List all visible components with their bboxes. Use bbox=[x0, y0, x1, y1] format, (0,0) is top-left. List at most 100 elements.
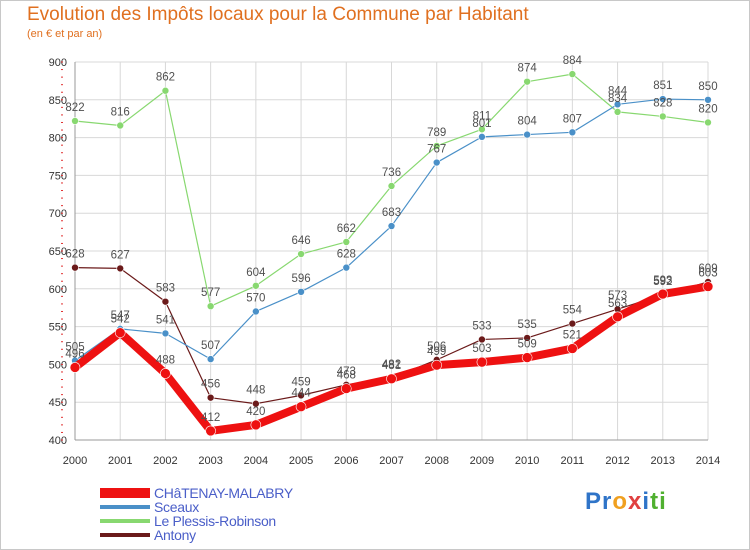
data-label: 789 bbox=[427, 127, 446, 139]
data-label: 874 bbox=[518, 63, 538, 75]
axes: 400 450 500 550 600 650 700 750 800 850 900 2000 200… bbox=[49, 57, 721, 467]
data-point bbox=[613, 108, 622, 116]
y-tick-label: 400 bbox=[49, 435, 67, 447]
x-tick-label: 2006 bbox=[334, 455, 358, 467]
x-tick-label: 2014 bbox=[696, 455, 720, 467]
data-label: 448 bbox=[246, 385, 265, 397]
data-point bbox=[476, 356, 488, 368]
x-tick-label: 2001 bbox=[108, 455, 132, 467]
data-label: 604 bbox=[246, 267, 266, 279]
data-label: 609 bbox=[698, 263, 717, 275]
data-point bbox=[116, 121, 125, 130]
data-point bbox=[252, 307, 260, 316]
data-label: 412 bbox=[201, 412, 220, 424]
data-point bbox=[71, 263, 79, 272]
data-label: 850 bbox=[698, 81, 717, 93]
data-label: 583 bbox=[156, 283, 175, 295]
data-point bbox=[161, 86, 170, 95]
series-lines bbox=[69, 70, 714, 437]
data-point bbox=[340, 383, 352, 394]
y-tick-label: 700 bbox=[49, 208, 67, 220]
data-point bbox=[71, 117, 79, 125]
data-label: 844 bbox=[608, 85, 628, 97]
x-tick-label: 2011 bbox=[561, 455, 585, 467]
data-point bbox=[387, 222, 396, 230]
legend-swatch bbox=[100, 533, 150, 537]
logo-letter: t bbox=[650, 488, 660, 515]
legend-swatch bbox=[100, 505, 150, 509]
legend-label: Sceaux bbox=[154, 499, 199, 515]
y-tick-label: 850 bbox=[49, 95, 67, 107]
data-label: 596 bbox=[291, 273, 310, 285]
y-tick-label: 450 bbox=[49, 397, 67, 409]
x-tick-label: 2003 bbox=[198, 455, 222, 467]
data-label: 547 bbox=[111, 310, 130, 322]
data-label: 851 bbox=[653, 80, 672, 92]
y-tick-label: 750 bbox=[49, 170, 67, 182]
data-label: 506 bbox=[427, 341, 446, 353]
data-label: 563 bbox=[608, 298, 627, 310]
logo-letter: r bbox=[602, 488, 613, 515]
data-point bbox=[478, 133, 486, 141]
data-label: 499 bbox=[427, 346, 446, 358]
data-label: 862 bbox=[156, 72, 175, 84]
data-point bbox=[702, 281, 714, 292]
data-label: 459 bbox=[291, 376, 310, 388]
data-label: 801 bbox=[472, 118, 491, 130]
data-point bbox=[523, 334, 531, 342]
data-label: 736 bbox=[382, 167, 401, 179]
data-label: 884 bbox=[563, 55, 583, 67]
data-point bbox=[206, 355, 215, 363]
data-point bbox=[160, 368, 171, 379]
x-tick-label: 2010 bbox=[515, 455, 539, 467]
y-tick-label: 800 bbox=[49, 133, 67, 145]
data-label: 683 bbox=[382, 207, 401, 219]
data-point bbox=[69, 362, 81, 373]
data-point bbox=[295, 401, 307, 413]
data-label: 482 bbox=[382, 359, 401, 371]
x-tick-label: 2008 bbox=[424, 455, 448, 467]
data-point bbox=[205, 425, 216, 437]
logo-letter: x bbox=[628, 488, 643, 515]
data-point bbox=[568, 128, 577, 137]
data-point bbox=[478, 125, 486, 134]
legend: CHâTENAY-MALABRY Sceaux Le Plessis-Robinso… bbox=[100, 486, 293, 542]
x-tick-label: 2009 bbox=[470, 455, 494, 467]
data-point bbox=[657, 288, 669, 300]
data-point bbox=[568, 70, 577, 78]
data-label: 577 bbox=[201, 287, 220, 299]
data-label: 481 bbox=[382, 360, 401, 372]
data-label: 628 bbox=[65, 249, 84, 261]
data-point bbox=[342, 238, 351, 246]
data-label: 822 bbox=[65, 102, 84, 114]
data-point bbox=[387, 182, 396, 190]
logo-letter: i bbox=[642, 488, 651, 515]
legend-swatch bbox=[100, 519, 150, 523]
chart-subtitle: (en € et par an) bbox=[27, 28, 103, 40]
legend-item-antony: Antony bbox=[100, 528, 293, 542]
data-label: 535 bbox=[518, 319, 537, 331]
data-label: 811 bbox=[473, 110, 491, 122]
proxiti-logo: Proxiti bbox=[585, 488, 667, 516]
data-point bbox=[658, 112, 667, 121]
x-tick-label: 2002 bbox=[153, 455, 177, 467]
x-tick-label: 2007 bbox=[379, 455, 403, 467]
data-point bbox=[297, 288, 305, 296]
data-label: 488 bbox=[156, 354, 175, 366]
data-point bbox=[297, 250, 305, 258]
data-label: 496 bbox=[65, 348, 84, 360]
data-label: 444 bbox=[291, 388, 311, 400]
data-label: 456 bbox=[201, 379, 220, 391]
series-ch-tenay-malabry bbox=[69, 281, 714, 437]
data-point bbox=[612, 311, 623, 323]
data-point bbox=[704, 96, 712, 104]
y-tick-label: 900 bbox=[49, 57, 67, 69]
data-label: 807 bbox=[563, 113, 582, 125]
data-label: 521 bbox=[563, 330, 582, 342]
data-label: 804 bbox=[518, 116, 538, 128]
y-tick-label: 550 bbox=[49, 322, 67, 334]
data-label: 573 bbox=[608, 290, 627, 302]
data-label: 507 bbox=[201, 340, 220, 352]
data-point bbox=[252, 281, 260, 290]
